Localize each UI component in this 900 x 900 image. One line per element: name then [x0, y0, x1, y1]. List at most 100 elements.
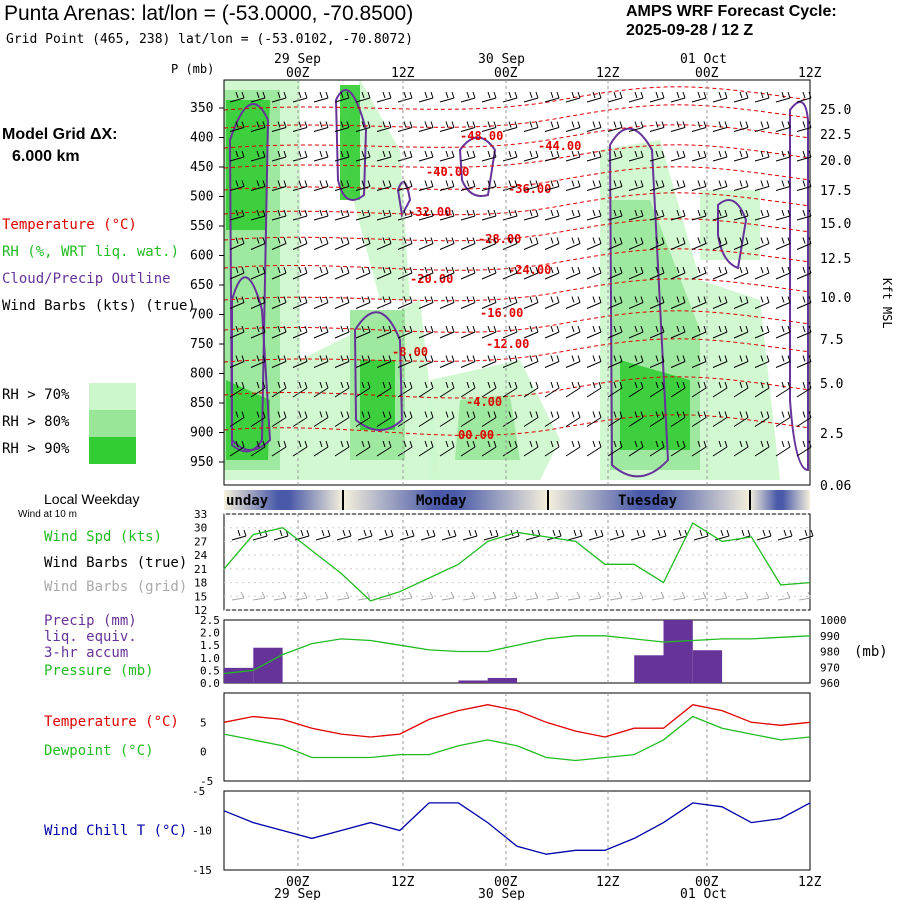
wind-barb	[565, 91, 581, 103]
wind-barb	[376, 237, 392, 250]
wind-barb	[586, 325, 602, 339]
wind-barb	[229, 440, 245, 457]
wind-barb	[334, 121, 350, 132]
wind-barb	[544, 237, 560, 250]
wind-barb	[439, 150, 455, 162]
wind-barb	[334, 237, 350, 250]
wind-barb	[628, 209, 644, 221]
wind-barb	[691, 209, 707, 221]
wind-barb	[691, 237, 707, 250]
wind-barb	[292, 325, 308, 339]
wind-barb	[670, 266, 686, 280]
wind-barb	[229, 325, 245, 339]
wind-barb	[460, 440, 476, 457]
wind-barb	[376, 411, 392, 427]
wind-barb	[313, 121, 329, 132]
top-hour-tick: 00Z	[695, 66, 719, 81]
wind-barb	[418, 266, 434, 280]
wind-barb	[733, 266, 749, 280]
wind-barb	[229, 180, 245, 191]
cloud-outline-0	[228, 103, 270, 453]
windchill-tick: -5	[192, 785, 205, 798]
wind-barb	[481, 355, 497, 368]
pressure-tick: 700	[190, 308, 213, 323]
wind-barb	[460, 296, 476, 309]
wind-barb	[544, 209, 560, 221]
wind-barb	[712, 91, 728, 103]
wind-barb	[313, 355, 329, 368]
wind-barb	[502, 91, 518, 103]
wind-barb	[586, 355, 602, 368]
contour-label: -20.00	[410, 272, 453, 286]
wind-barb	[271, 121, 287, 132]
surface-wind-barb	[420, 529, 436, 541]
pressure-tick: 800	[190, 367, 213, 382]
wind-barb	[607, 325, 623, 339]
wind-barb	[523, 440, 539, 457]
wind-barb	[586, 237, 602, 250]
top-date-tick: 29 Sep	[274, 52, 321, 67]
surface-wind-barb	[336, 529, 352, 541]
grid-wind-barb	[714, 591, 728, 601]
wind-barb	[229, 91, 245, 103]
wind-barb	[229, 209, 245, 221]
wind-barb	[775, 91, 791, 103]
wind-barb	[418, 237, 434, 250]
wind-barb	[292, 266, 308, 280]
wind-barb	[586, 411, 602, 427]
wind-barb	[670, 325, 686, 339]
wind-barb	[460, 209, 476, 221]
windchill-tick: -15	[192, 864, 212, 877]
wind-barb	[460, 266, 476, 280]
surface-wind-barb	[798, 529, 814, 541]
cross-section-frame	[223, 79, 811, 486]
wind-barb	[607, 150, 623, 162]
wind-barb	[628, 325, 644, 339]
contour-label: -32.00	[408, 205, 451, 219]
wind-barb	[271, 325, 287, 339]
wind-barb	[439, 180, 455, 191]
wind-barb	[502, 237, 518, 250]
temp-panel-frame	[223, 692, 811, 782]
wind-barb	[607, 237, 623, 250]
grid-wind-barb	[777, 591, 791, 601]
wind-barb	[712, 209, 728, 221]
wind-barb	[733, 411, 749, 427]
contour-label: -48.00	[460, 129, 503, 143]
wind-barb	[439, 411, 455, 427]
wind-barb	[355, 325, 371, 339]
wind-barb	[649, 355, 665, 368]
wind-barb	[754, 180, 770, 191]
grid-wind-barb	[567, 591, 581, 601]
surface-wind-barb	[630, 529, 646, 541]
windchill-panel-frame	[223, 790, 811, 871]
wind-barb	[712, 180, 728, 191]
wind-barb	[649, 237, 665, 250]
bottom-hour-tick: 12Z	[391, 875, 415, 890]
wind-barb	[670, 440, 686, 457]
temperature-label: Temperature (°C)	[44, 714, 179, 730]
grid-wind-barb	[252, 591, 266, 601]
wind-barb	[334, 296, 350, 309]
wind-barb	[250, 381, 266, 398]
wind-barbs-true-label: Wind Barbs (true)	[44, 555, 188, 571]
wind-barb	[649, 150, 665, 162]
dewpoint-line	[223, 715, 811, 762]
wind-tick: 27	[194, 535, 207, 548]
wind-speed-label: Wind Spd (kts)	[44, 529, 163, 545]
wind-barb	[481, 325, 497, 339]
weekday-segment	[343, 490, 548, 510]
altitude-tick: 20.0	[820, 154, 851, 169]
wind-barb	[271, 150, 287, 162]
wind-barb	[250, 325, 266, 339]
bottom-hour-tick: 00Z	[286, 875, 310, 890]
wind-barb	[250, 180, 266, 191]
contour-label: -4.00	[466, 395, 502, 409]
legend-wind: Wind Barbs (kts) (true)	[2, 298, 196, 314]
grid-wind-barb	[756, 591, 770, 601]
pressure-label: Pressure (mb)	[44, 663, 154, 679]
weekday-label: unday	[226, 493, 269, 509]
wind-barb	[586, 296, 602, 309]
temperature-line	[223, 704, 811, 738]
wind-barb	[271, 180, 287, 191]
